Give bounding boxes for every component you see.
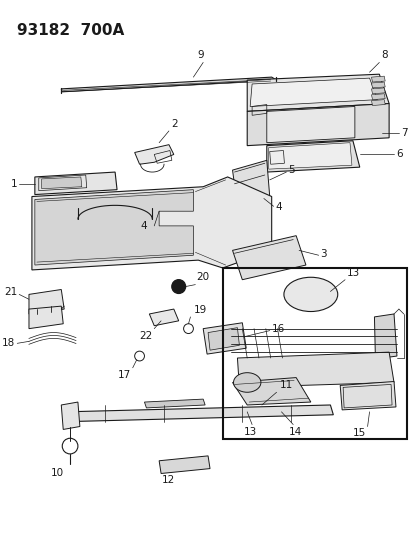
Text: 5: 5 <box>287 165 294 175</box>
Polygon shape <box>268 143 351 169</box>
Text: 21: 21 <box>4 287 17 297</box>
Polygon shape <box>266 141 359 172</box>
Text: 7: 7 <box>400 128 406 138</box>
Text: 13: 13 <box>346 268 359 278</box>
Text: 8: 8 <box>380 50 387 60</box>
Polygon shape <box>29 289 64 314</box>
Polygon shape <box>42 177 82 189</box>
Polygon shape <box>208 328 239 350</box>
Text: 93182  700A: 93182 700A <box>17 23 124 38</box>
Text: 1: 1 <box>11 179 17 189</box>
Text: 12: 12 <box>162 475 175 486</box>
Text: 20: 20 <box>196 272 209 281</box>
Polygon shape <box>203 323 246 354</box>
Polygon shape <box>134 144 173 164</box>
Text: 13: 13 <box>243 426 256 437</box>
Text: 15: 15 <box>351 429 365 439</box>
Polygon shape <box>66 405 332 422</box>
Polygon shape <box>247 103 388 146</box>
Polygon shape <box>232 236 305 280</box>
Text: 4: 4 <box>140 221 147 231</box>
Ellipse shape <box>283 277 337 311</box>
Text: 22: 22 <box>139 330 152 341</box>
Polygon shape <box>149 309 178 326</box>
Polygon shape <box>249 78 377 107</box>
Polygon shape <box>159 456 209 473</box>
Polygon shape <box>370 100 384 106</box>
Polygon shape <box>35 190 193 265</box>
Polygon shape <box>32 177 271 270</box>
Text: 2: 2 <box>171 119 177 129</box>
Polygon shape <box>370 94 384 100</box>
Circle shape <box>171 280 185 293</box>
Text: 3: 3 <box>320 249 326 259</box>
Polygon shape <box>266 107 354 143</box>
Polygon shape <box>370 76 384 82</box>
Polygon shape <box>373 314 396 359</box>
Text: 4: 4 <box>275 203 282 212</box>
Polygon shape <box>29 306 63 329</box>
Text: 6: 6 <box>395 149 401 159</box>
Polygon shape <box>370 82 384 88</box>
Polygon shape <box>61 402 80 430</box>
Polygon shape <box>232 377 310 405</box>
Polygon shape <box>35 172 117 195</box>
Polygon shape <box>339 382 395 410</box>
Text: 17: 17 <box>117 370 131 379</box>
Polygon shape <box>237 352 393 387</box>
Polygon shape <box>144 399 204 408</box>
Text: 19: 19 <box>193 305 206 315</box>
Polygon shape <box>232 160 269 206</box>
Polygon shape <box>61 77 276 92</box>
Text: 11: 11 <box>279 381 292 390</box>
Text: 16: 16 <box>271 324 284 334</box>
Bar <box>222 268 406 439</box>
Text: 9: 9 <box>197 50 203 60</box>
Text: 18: 18 <box>2 338 15 349</box>
Polygon shape <box>370 88 384 94</box>
Polygon shape <box>247 74 388 111</box>
Ellipse shape <box>233 373 260 392</box>
Text: 10: 10 <box>51 467 64 478</box>
Text: 14: 14 <box>289 426 302 437</box>
